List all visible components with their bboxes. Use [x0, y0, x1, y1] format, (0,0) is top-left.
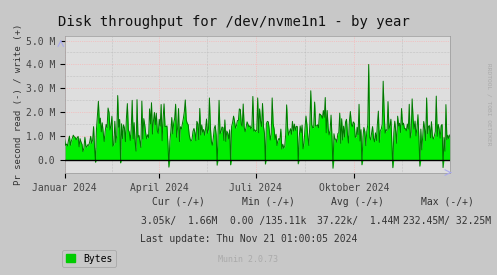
Legend: Bytes: Bytes	[62, 250, 116, 267]
Text: 3.05k/  1.66M: 3.05k/ 1.66M	[141, 216, 217, 226]
Text: Disk throughput for /dev/nvme1n1 - by year: Disk throughput for /dev/nvme1n1 - by ye…	[58, 15, 410, 29]
Y-axis label: Pr second read (-) / write (+): Pr second read (-) / write (+)	[14, 24, 23, 185]
Text: Min (-/+): Min (-/+)	[242, 197, 295, 207]
Text: 0.00 /135.11k: 0.00 /135.11k	[230, 216, 307, 226]
Text: 37.22k/  1.44M: 37.22k/ 1.44M	[317, 216, 399, 226]
Text: Avg (-/+): Avg (-/+)	[331, 197, 384, 207]
Text: Munin 2.0.73: Munin 2.0.73	[219, 255, 278, 264]
Text: Cur (-/+): Cur (-/+)	[153, 197, 205, 207]
Text: RRDTOOL / TOBI OETIKER: RRDTOOL / TOBI OETIKER	[486, 63, 491, 146]
Text: Max (-/+): Max (-/+)	[421, 197, 474, 207]
Text: Last update: Thu Nov 21 01:00:05 2024: Last update: Thu Nov 21 01:00:05 2024	[140, 234, 357, 244]
Text: 232.45M/ 32.25M: 232.45M/ 32.25M	[403, 216, 492, 226]
